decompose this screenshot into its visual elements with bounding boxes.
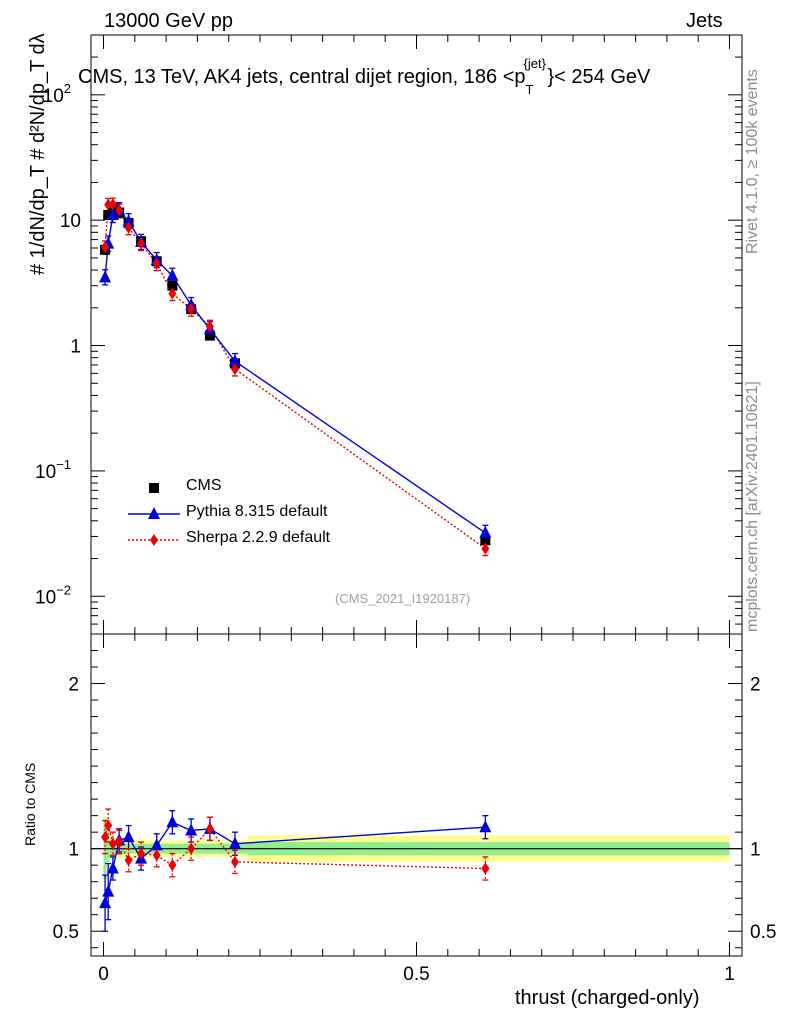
pythia-ratio-point bbox=[228, 836, 241, 849]
plot-title-end: }< 254 GeV bbox=[547, 66, 651, 88]
y-tick-label: 10−1 bbox=[35, 457, 71, 483]
x-axis-label: thrust (charged-only) bbox=[515, 987, 700, 1009]
pythia-point bbox=[99, 270, 112, 283]
pythia-ratio-point bbox=[99, 896, 112, 909]
pythia-ratio-point bbox=[166, 815, 179, 828]
sherpa-point bbox=[108, 198, 117, 211]
sherpa-ratio-point bbox=[205, 822, 214, 835]
sherpa-point bbox=[124, 221, 133, 234]
sherpa-point bbox=[101, 241, 110, 254]
sherpa-ratio-point bbox=[115, 836, 124, 849]
ratio-y-tick-label-right: 2 bbox=[750, 675, 761, 696]
y-tick-label: 10−2 bbox=[35, 582, 71, 608]
sherpa-point bbox=[104, 198, 113, 211]
cms-point bbox=[167, 280, 178, 291]
ratio-y-tick-label: 1 bbox=[68, 840, 79, 861]
header-left: 13000 GeV pp bbox=[104, 10, 233, 32]
sherpa-ratio-point bbox=[168, 859, 177, 872]
legend-sherpa-marker bbox=[150, 534, 158, 546]
sherpa-ratio-point bbox=[108, 837, 117, 850]
cms-point bbox=[103, 209, 114, 220]
sherpa-ratio-point bbox=[481, 862, 490, 875]
pythia-line bbox=[104, 209, 486, 534]
pythia-ratio-point bbox=[106, 861, 119, 874]
header-right: Jets bbox=[686, 10, 723, 32]
ratio-y-tick-label: 2 bbox=[68, 675, 79, 696]
pythia-point bbox=[166, 268, 179, 281]
pythia-point bbox=[106, 207, 119, 220]
pythia-point bbox=[228, 354, 241, 367]
analysis-tag: (CMS_2021_I1920187) bbox=[335, 591, 471, 606]
cms-point bbox=[480, 535, 491, 546]
pythia-ratio-point bbox=[150, 838, 163, 851]
legend-pythia-marker bbox=[148, 507, 160, 519]
pythia-point bbox=[122, 214, 135, 227]
sherpa-ratio-point bbox=[187, 842, 196, 855]
ratio-ylabel: Ratio to CMS bbox=[22, 762, 38, 846]
pythia-ratio-point bbox=[185, 823, 198, 836]
pythia-ratio-line bbox=[104, 821, 486, 904]
sherpa-ratio-point bbox=[137, 847, 146, 860]
sherpa-point bbox=[205, 320, 214, 333]
sherpa-point bbox=[187, 303, 196, 316]
sherpa-ratio-point bbox=[230, 855, 239, 868]
mcplots-credit: mcplots.cern.ch [arXiv:2401.10621] bbox=[744, 381, 761, 632]
cms-point bbox=[204, 330, 215, 341]
plot-title-sup: {jet} bbox=[523, 56, 546, 71]
legend-sherpa-label: Sherpa 2.2.9 default bbox=[186, 529, 331, 546]
sherpa-point bbox=[137, 237, 146, 250]
ratio-y-tick-label-right: 1 bbox=[750, 840, 761, 861]
legend-cms-label: CMS bbox=[186, 477, 222, 494]
ratio-y-tick-label: 0.5 bbox=[53, 922, 79, 943]
plot-title-main: CMS, 13 TeV, AK4 jets, central dijet reg… bbox=[78, 66, 526, 88]
main-y-axis-label: # 1/dN/dp_T # d²N/dp_T dλ bbox=[27, 33, 49, 275]
sherpa-point bbox=[230, 362, 239, 375]
sherpa-point bbox=[115, 204, 124, 217]
pythia-ratio-point bbox=[479, 820, 492, 833]
y-tick-label: 10 bbox=[60, 211, 81, 232]
plot-title: CMS, 13 TeV, AK4 jets, central dijet reg… bbox=[78, 56, 651, 97]
sherpa-point bbox=[168, 287, 177, 300]
legend-pythia-label: Pythia 8.315 default bbox=[186, 503, 328, 520]
sherpa-point bbox=[481, 542, 490, 555]
sherpa-ratio-point bbox=[124, 854, 133, 867]
x-tick-label: 1 bbox=[724, 964, 735, 985]
y-tick-label: 1 bbox=[70, 337, 81, 358]
pythia-point bbox=[479, 525, 492, 538]
sherpa-ratio-point bbox=[152, 849, 161, 862]
pythia-ratio-point bbox=[102, 884, 115, 897]
ratio-plot-frame bbox=[90, 633, 743, 957]
pythia-ratio-point bbox=[122, 830, 135, 843]
sherpa-ratio-point bbox=[104, 819, 113, 832]
sherpa-line bbox=[104, 203, 486, 550]
rivet-version: Rivet 4.1.0, ≥ 100k events bbox=[744, 69, 761, 254]
sherpa-ratio-point bbox=[101, 831, 110, 844]
legend-cms-marker bbox=[149, 483, 159, 493]
x-tick-label: 0.5 bbox=[403, 964, 429, 985]
plot-title-sub: T bbox=[525, 82, 534, 97]
main-y-axis-label-text: # 1/dN/dp_T # d²N/dp_T dλ bbox=[27, 33, 49, 275]
sherpa-ratio-line bbox=[104, 822, 486, 870]
ratio-y-tick-label-right: 0.5 bbox=[750, 922, 776, 943]
sherpa-point bbox=[152, 257, 161, 270]
x-tick-label: 0 bbox=[98, 964, 109, 985]
